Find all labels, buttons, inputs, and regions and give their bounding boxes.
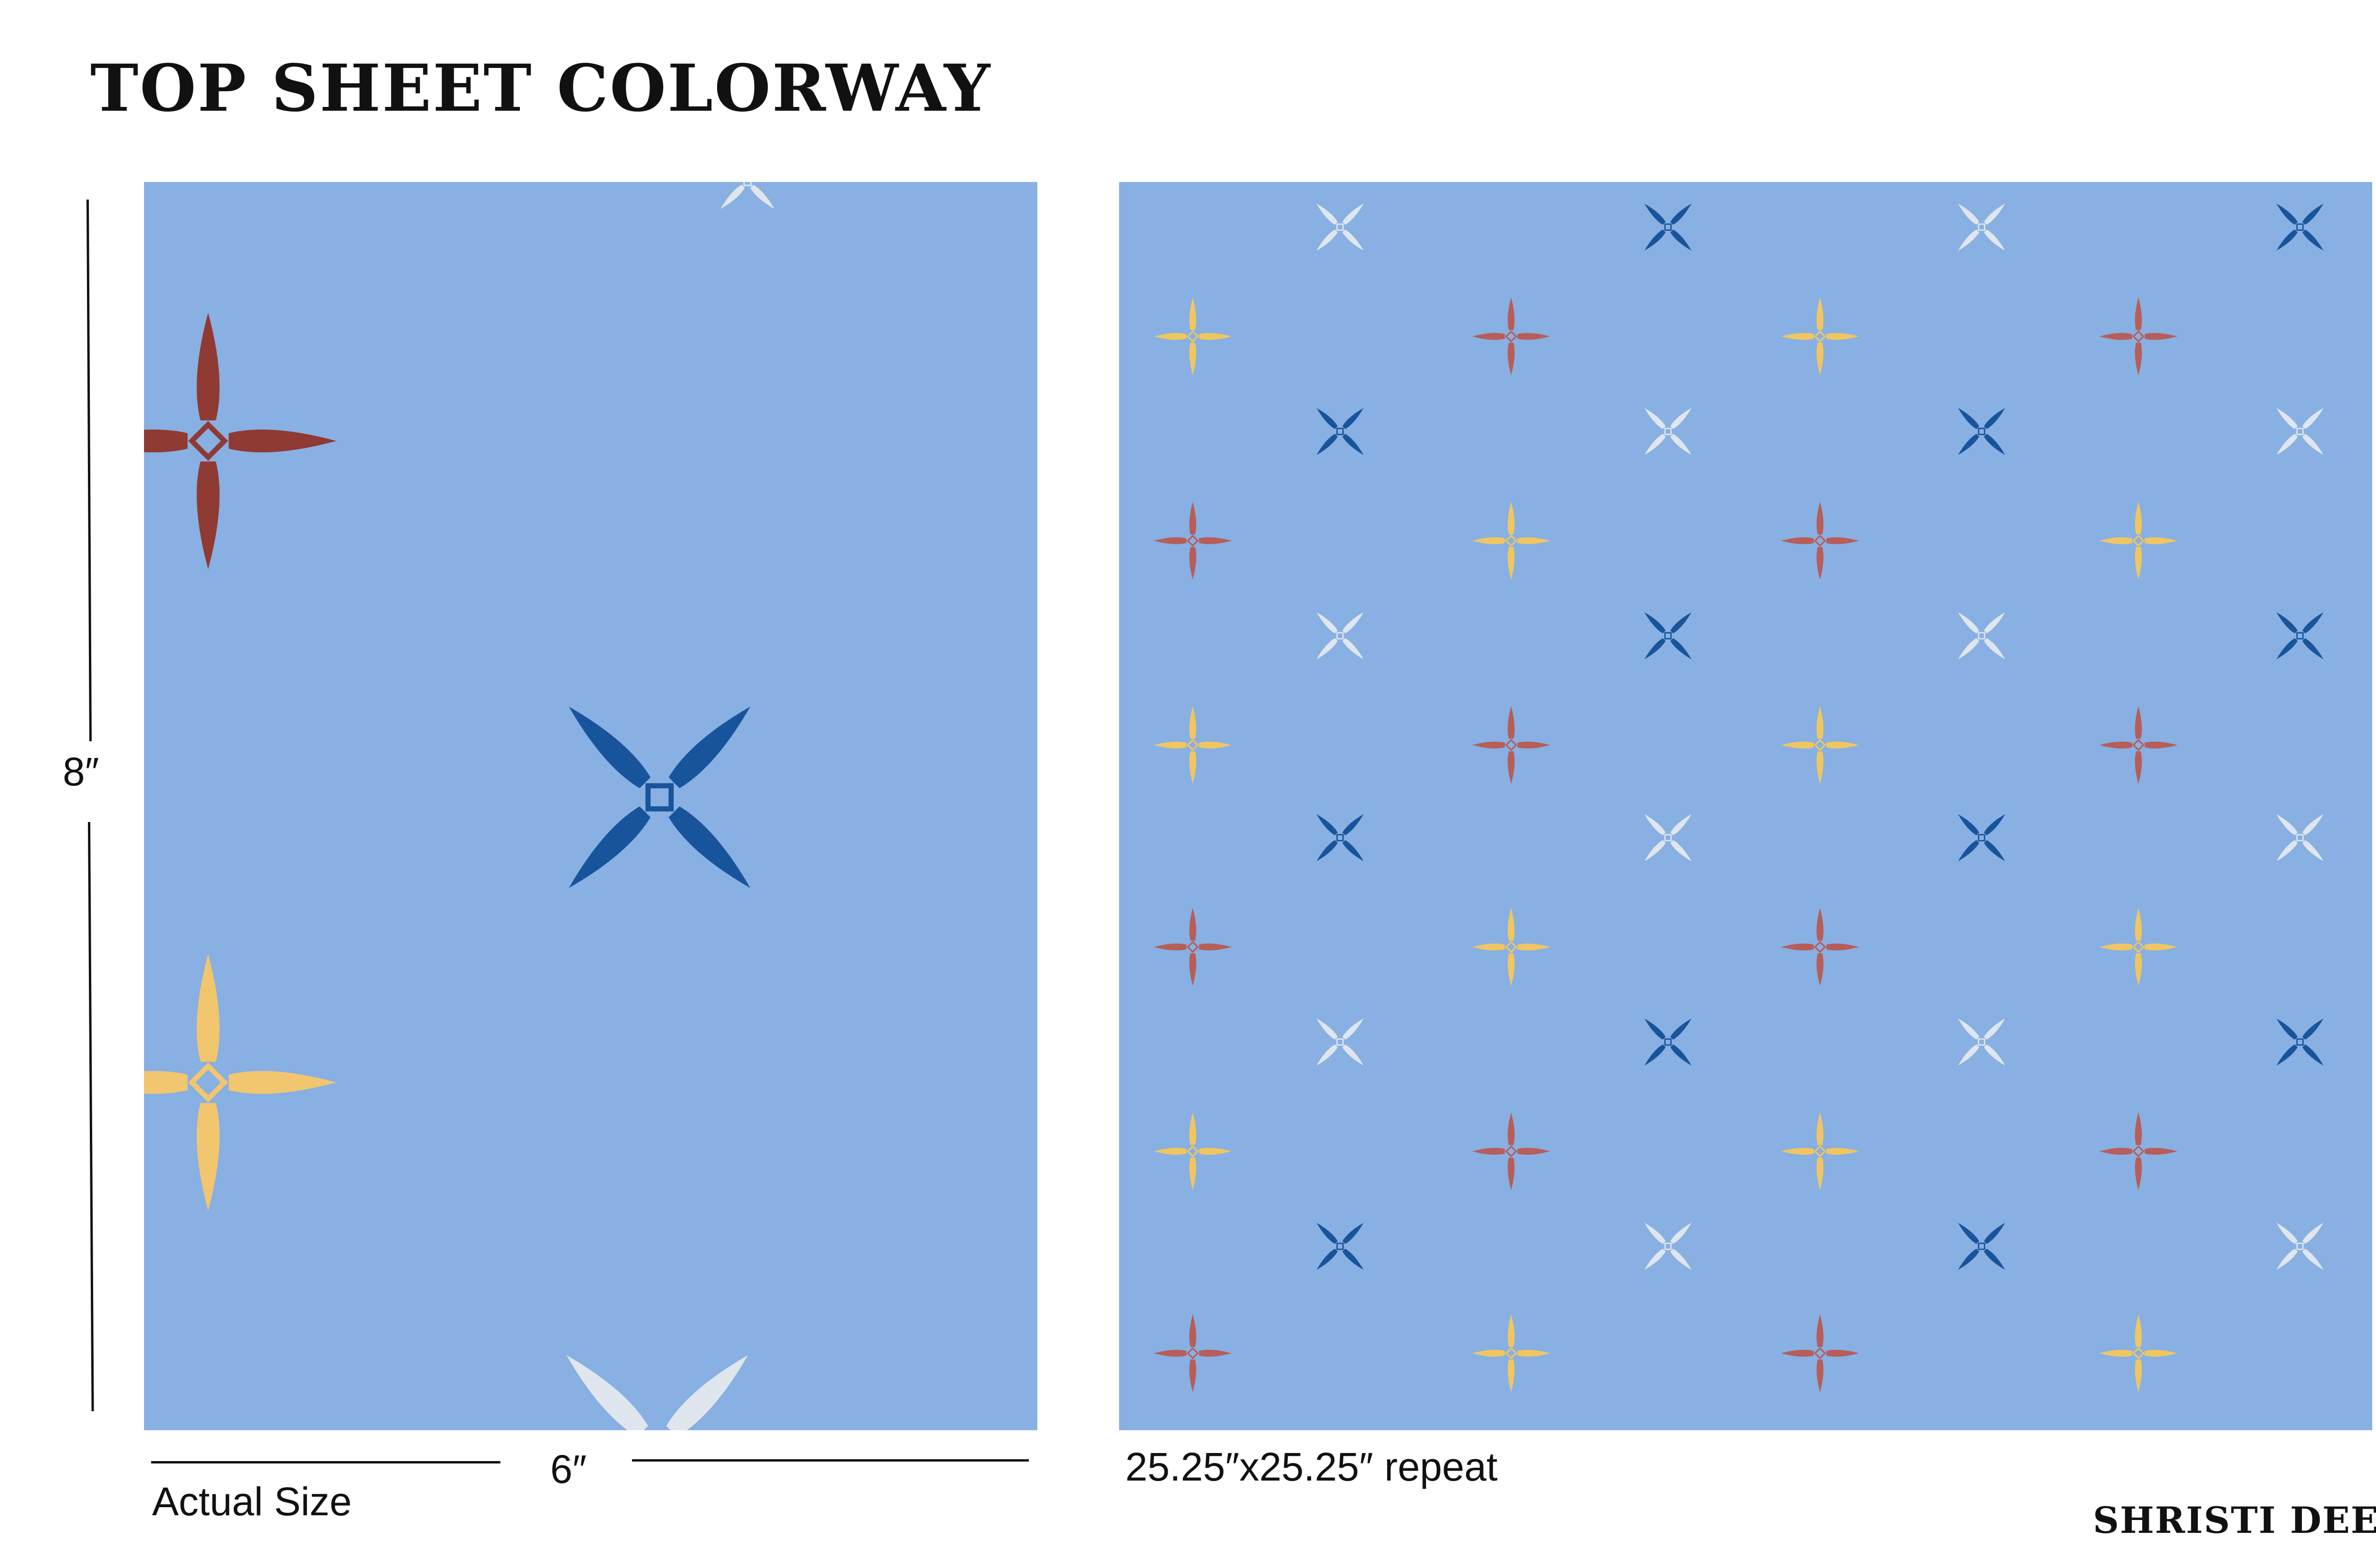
four-point-plus-star-icon [144, 954, 336, 1211]
four-point-x-star-icon [1958, 408, 2005, 455]
four-point-x-star-icon [2276, 814, 2324, 861]
page-title: TOP SHEET COLORWAY [90, 50, 992, 126]
four-point-x-star-icon [566, 1355, 748, 1430]
four-point-plus-star-icon [1472, 1112, 1550, 1190]
four-point-x-star-icon [2276, 612, 2324, 660]
actual-size-label: Actual Size [152, 1479, 352, 1524]
four-point-x-star-icon [1644, 1223, 1692, 1270]
four-point-plus-star-icon [1781, 908, 1859, 986]
actual-size-swatch [144, 182, 1037, 1430]
four-point-plus-star-icon [1472, 297, 1550, 375]
four-point-plus-star-icon [1781, 502, 1859, 580]
four-point-x-star-icon [720, 182, 775, 209]
four-point-plus-star-icon [1781, 706, 1859, 784]
four-point-plus-star-icon [2099, 502, 2177, 580]
height-label: 8″ [63, 749, 99, 794]
width-dimension-line-right [632, 1459, 1029, 1462]
four-point-x-star-icon [2276, 1018, 2324, 1066]
height-dimension-line-bottom [88, 822, 94, 1411]
four-point-plus-star-icon [1781, 1112, 1859, 1190]
four-point-x-star-icon [1644, 1018, 1692, 1066]
repeat-swatch [1119, 182, 2372, 1430]
four-point-plus-star-icon [1154, 908, 1232, 986]
four-point-plus-star-icon [1154, 502, 1232, 580]
four-point-x-star-icon [1316, 1223, 1364, 1270]
width-label: 6″ [550, 1447, 587, 1492]
four-point-x-star-icon [2276, 408, 2324, 455]
four-point-x-star-icon [1958, 814, 2005, 861]
four-point-plus-star-icon [1154, 706, 1232, 784]
four-point-plus-star-icon [1154, 1314, 1232, 1392]
four-point-x-star-icon [1316, 612, 1364, 660]
four-point-plus-star-icon [1472, 706, 1550, 784]
repeat-pattern [1154, 203, 2324, 1392]
four-point-plus-star-icon [1781, 1314, 1859, 1392]
four-point-plus-star-icon [2099, 297, 2177, 375]
four-point-plus-star-icon [2099, 1314, 2177, 1392]
four-point-x-star-icon [1958, 612, 2005, 660]
four-point-x-star-icon [1316, 203, 1364, 251]
four-point-x-star-icon [1644, 203, 1692, 251]
four-point-plus-star-icon [1781, 297, 1859, 375]
four-point-plus-star-icon [1154, 297, 1232, 375]
height-dimension-line-top [86, 199, 92, 741]
four-point-plus-star-icon [2099, 908, 2177, 986]
four-point-plus-star-icon [1472, 1314, 1550, 1392]
four-point-x-star-icon [2276, 1223, 2324, 1270]
four-point-x-star-icon [1644, 408, 1692, 455]
four-point-x-star-icon [1958, 1223, 2005, 1270]
four-point-x-star-icon [1958, 203, 2005, 251]
four-point-plus-star-icon [1154, 1112, 1232, 1190]
four-point-plus-star-icon [1472, 502, 1550, 580]
width-dimension-line-left [151, 1461, 500, 1463]
four-point-x-star-icon [1316, 1018, 1364, 1066]
four-point-x-star-icon [569, 707, 750, 888]
four-point-x-star-icon [1644, 612, 1692, 660]
four-point-x-star-icon [1316, 408, 1364, 455]
four-point-plus-star-icon [2099, 706, 2177, 784]
four-point-x-star-icon [2276, 203, 2324, 251]
four-point-plus-star-icon [144, 313, 336, 569]
four-point-plus-star-icon [1472, 908, 1550, 986]
designer-signature: SHRISTI DEEP [2093, 1499, 2376, 1541]
four-point-plus-star-icon [2099, 1112, 2177, 1190]
four-point-x-star-icon [1958, 1018, 2005, 1066]
four-point-x-star-icon [1644, 814, 1692, 861]
four-point-x-star-icon [1316, 814, 1364, 861]
actual-size-pattern [144, 182, 775, 1430]
repeat-size-label: 25.25″x25.25″ repeat [1125, 1444, 1498, 1489]
